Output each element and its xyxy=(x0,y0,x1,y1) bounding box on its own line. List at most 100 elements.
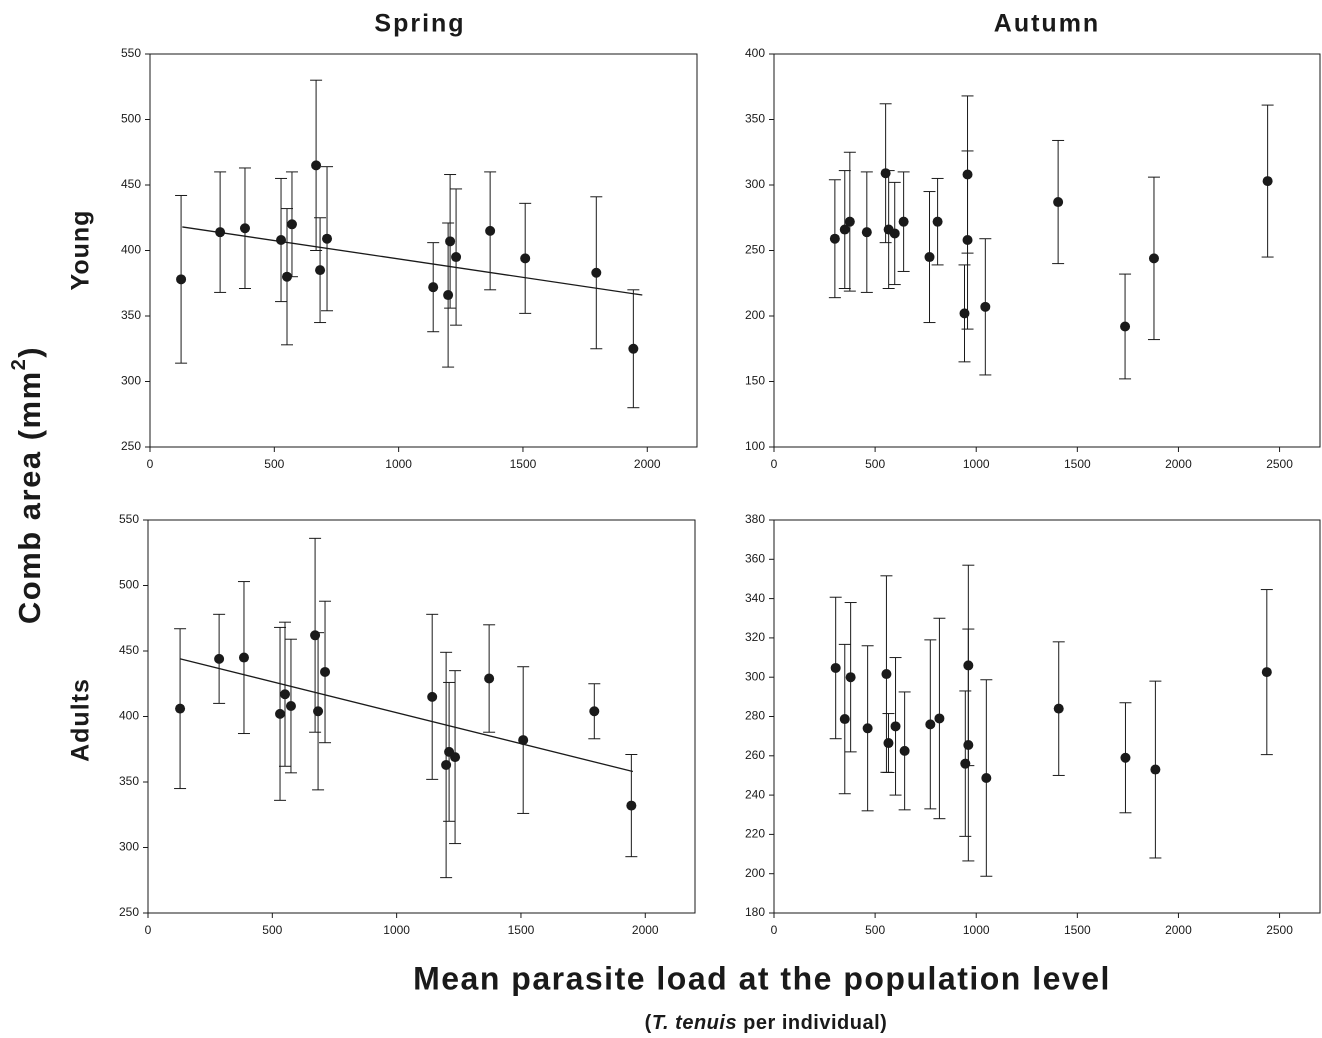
y-tick-label: 300 xyxy=(745,177,765,191)
x-tick-label: 2500 xyxy=(1266,923,1293,937)
data-point xyxy=(830,662,841,673)
x-tick-label: 1000 xyxy=(385,457,412,471)
data-point xyxy=(591,267,602,278)
data-point xyxy=(1262,176,1273,187)
data-point xyxy=(320,666,331,677)
data-point xyxy=(925,719,936,730)
y-tick-label: 150 xyxy=(745,374,765,388)
x-tick-label: 1000 xyxy=(963,923,990,937)
x-tick-label: 1500 xyxy=(1064,457,1091,471)
x-tick-label: 500 xyxy=(865,923,885,937)
data-point xyxy=(844,216,855,227)
data-point xyxy=(443,290,454,301)
data-point xyxy=(239,223,250,234)
y-tick-label: 400 xyxy=(745,46,765,60)
data-point xyxy=(485,225,496,236)
y-axis-label-text: Comb area (mm xyxy=(12,370,47,624)
x-tick-label: 1500 xyxy=(510,457,537,471)
column-title: Autumn xyxy=(994,10,1100,38)
data-point xyxy=(427,691,438,702)
data-point xyxy=(845,672,856,683)
data-point xyxy=(962,169,973,180)
data-point xyxy=(899,745,910,756)
y-tick-label: 400 xyxy=(119,709,139,723)
x-tick-label: 1500 xyxy=(1064,923,1091,937)
y-tick-label: 450 xyxy=(119,643,139,657)
data-point xyxy=(315,265,326,276)
data-point xyxy=(214,653,225,664)
x-tick-label: 1000 xyxy=(383,923,410,937)
data-point xyxy=(932,216,943,227)
y-tick-label: 550 xyxy=(119,512,139,526)
row-title: Young xyxy=(67,210,95,291)
data-point xyxy=(1120,321,1131,332)
data-point xyxy=(285,701,296,712)
y-axis-label-close: ) xyxy=(12,346,47,358)
y-tick-label: 250 xyxy=(119,905,139,919)
regression-line xyxy=(180,658,633,773)
y-tick-label: 300 xyxy=(119,840,139,854)
x-tick-label: 500 xyxy=(264,457,284,471)
y-tick-label: 340 xyxy=(745,591,765,605)
plot-frame xyxy=(147,519,696,914)
y-tick-label: 380 xyxy=(745,512,765,526)
x-tick-label: 0 xyxy=(147,457,154,471)
x-tick-label: 1000 xyxy=(963,457,990,471)
data-point xyxy=(829,233,840,244)
y-tick-label: 360 xyxy=(745,551,765,565)
data-point xyxy=(441,759,452,770)
data-point xyxy=(1053,197,1064,208)
data-point xyxy=(313,706,324,717)
data-point xyxy=(322,233,333,244)
data-point xyxy=(279,689,290,700)
data-point xyxy=(589,706,600,717)
y-tick-label: 200 xyxy=(745,866,765,880)
x-tick-label: 2000 xyxy=(1165,457,1192,471)
data-point xyxy=(1053,703,1064,714)
y-tick-label: 300 xyxy=(745,669,765,683)
row-title: Adults xyxy=(67,678,95,762)
y-axis-label-superscript: 2 xyxy=(8,358,30,371)
y-tick-label: 100 xyxy=(745,439,765,453)
column-title: Spring xyxy=(374,10,465,38)
data-point xyxy=(311,160,322,171)
data-point xyxy=(451,252,462,263)
x-tick-label: 1500 xyxy=(508,923,535,937)
y-tick-label: 550 xyxy=(121,46,141,60)
data-point xyxy=(445,236,456,247)
data-point xyxy=(981,773,992,784)
x-tick-label: 2000 xyxy=(632,923,659,937)
data-point xyxy=(889,228,900,239)
data-point xyxy=(281,271,292,282)
data-point xyxy=(484,673,495,684)
x-tick-label: 2000 xyxy=(1165,923,1192,937)
y-tick-label: 250 xyxy=(745,243,765,257)
data-point xyxy=(839,224,850,235)
y-tick-label: 450 xyxy=(121,177,141,191)
data-point xyxy=(176,274,187,285)
data-point xyxy=(963,660,974,671)
x-sublabel-open: ( xyxy=(645,1012,652,1034)
data-point xyxy=(626,800,637,811)
data-point xyxy=(628,343,639,354)
x-tick-label: 2500 xyxy=(1266,457,1293,471)
y-tick-label: 500 xyxy=(119,578,139,592)
y-tick-label: 180 xyxy=(745,905,765,919)
data-point xyxy=(934,713,945,724)
y-tick-label: 280 xyxy=(745,709,765,723)
data-point xyxy=(1148,253,1159,264)
y-tick-label: 250 xyxy=(121,439,141,453)
y-tick-label: 320 xyxy=(745,630,765,644)
x-tick-label: 0 xyxy=(771,457,778,471)
data-point xyxy=(428,282,439,293)
y-tick-label: 400 xyxy=(121,243,141,257)
x-tick-label: 0 xyxy=(145,923,152,937)
plot-frame xyxy=(773,53,1321,448)
x-sublabel-rest: per individual) xyxy=(737,1012,887,1034)
data-point xyxy=(959,308,970,319)
data-point xyxy=(286,219,297,230)
y-tick-label: 260 xyxy=(745,748,765,762)
x-tick-label: 0 xyxy=(771,923,778,937)
plot-frame xyxy=(149,53,698,448)
